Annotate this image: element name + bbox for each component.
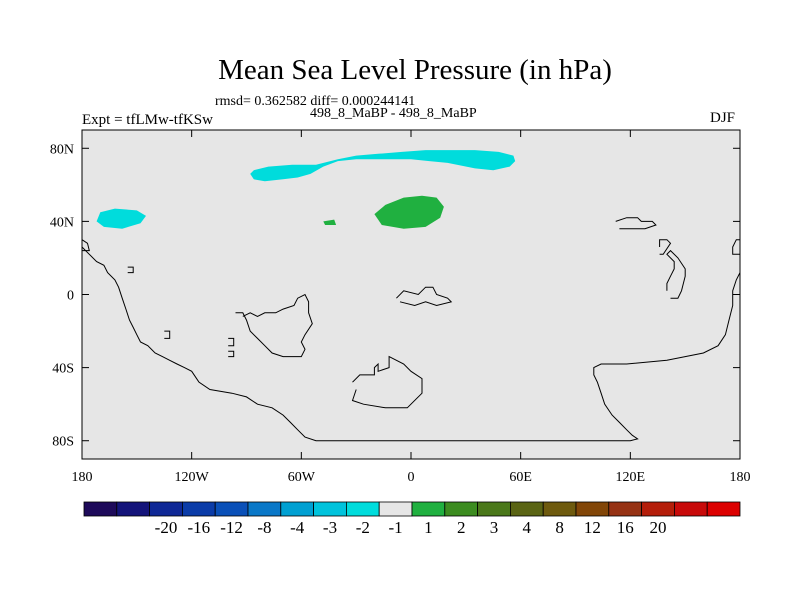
x-tick-label: 180 xyxy=(72,470,93,485)
colorbar: -20 -16 -12 -8 -4 -3 -2 -1 1 2 3 4 8 12 16 20 xyxy=(83,501,741,537)
x-tick-label: 60E xyxy=(509,470,532,485)
colorbar-swatch xyxy=(378,501,413,517)
anomaly-regions xyxy=(96,150,516,229)
plot-background xyxy=(82,130,740,459)
coastline-1 xyxy=(81,239,90,252)
colorbar-label: -3 xyxy=(323,518,337,537)
anomaly-region-small-high xyxy=(323,219,337,225)
coastline-0 xyxy=(81,246,741,442)
colorbar-swatch xyxy=(247,501,282,517)
colorbar-swatch xyxy=(509,501,544,517)
colorbar-swatch xyxy=(280,501,314,517)
chart-subtitle: 498_8_MaBP - 498_8_MaBP xyxy=(310,106,477,121)
colorbar-label: -20 xyxy=(155,518,178,537)
y-tick-label: 80S xyxy=(52,435,74,450)
coastline-11 xyxy=(732,239,740,255)
colorbar-label: -16 xyxy=(187,518,210,537)
x-tick-label: 60W xyxy=(288,470,316,485)
coastline-12 xyxy=(666,249,686,299)
colorbar-label: 20 xyxy=(650,518,667,537)
x-tick-label: 180 xyxy=(730,470,751,485)
colorbar-swatch xyxy=(83,501,118,517)
colorbar-label: 8 xyxy=(555,518,564,537)
colorbar-label: 12 xyxy=(584,518,601,537)
colorbar-label: -8 xyxy=(257,518,271,537)
x-tick-label: 120W xyxy=(175,470,210,485)
colorbar-label: 16 xyxy=(617,518,634,537)
colorbar-swatch xyxy=(575,501,610,517)
colorbar-swatch xyxy=(542,501,577,517)
coastline-6 xyxy=(235,293,313,358)
y-tick-label: 40N xyxy=(50,215,74,230)
colorbar-label: 1 xyxy=(424,518,433,537)
colorbar-swatch xyxy=(149,501,183,517)
coastline-9 xyxy=(615,217,657,230)
chart-stats: rmsd= 0.362582 diff= 0.000244141 xyxy=(215,94,416,109)
colorbar-label: -2 xyxy=(356,518,370,537)
coastlines xyxy=(81,217,741,442)
colorbar-swatch xyxy=(345,501,380,517)
colorbar-label: 2 xyxy=(457,518,466,537)
anomaly-region-high-latitude-low xyxy=(250,150,516,182)
anomaly-region-north-pacific-low xyxy=(96,208,146,229)
y-tick-label: 80N xyxy=(50,142,74,157)
coastline-4 xyxy=(228,337,235,347)
colorbar-swatch xyxy=(674,501,708,517)
season-label: DJF xyxy=(710,110,736,126)
colorbar-swatch xyxy=(641,501,675,517)
coastline-7 xyxy=(351,355,423,409)
coastline-3 xyxy=(164,330,171,339)
colorbar-swatch xyxy=(116,501,151,517)
coastline-10 xyxy=(659,239,672,255)
coastline-8 xyxy=(396,286,453,307)
x-tick-label: 0 xyxy=(408,470,415,485)
coastline-2 xyxy=(127,266,134,274)
colorbar-swatch xyxy=(411,501,446,517)
colorbar-label: 4 xyxy=(523,518,532,537)
anomaly-region-atlantic-high xyxy=(374,195,444,229)
colorbar-label: -1 xyxy=(389,518,403,537)
colorbar-swatch xyxy=(706,501,741,517)
colorbar-label: -12 xyxy=(220,518,243,537)
colorbar-swatch xyxy=(181,501,216,517)
coastline-5 xyxy=(228,350,235,358)
experiment-label: Expt = tfLMw-tfKSw xyxy=(82,112,213,128)
chart-title: Mean Sea Level Pressure (in hPa) xyxy=(218,54,612,86)
colorbar-swatch xyxy=(214,501,249,517)
y-tick-label: 40S xyxy=(52,362,74,377)
x-tick-label: 120E xyxy=(616,470,646,485)
colorbar-swatch xyxy=(313,501,347,517)
colorbar-swatch xyxy=(444,501,478,517)
colorbar-label: 3 xyxy=(490,518,499,537)
y-tick-label: 0 xyxy=(67,289,74,304)
axis-ticks: 180 120W 60W 0 60E 120E 180 80N 40N 0 40S 80S xyxy=(50,130,751,485)
colorbar-swatch xyxy=(477,501,511,517)
colorbar-label: -4 xyxy=(290,518,305,537)
colorbar-swatch xyxy=(608,501,642,517)
